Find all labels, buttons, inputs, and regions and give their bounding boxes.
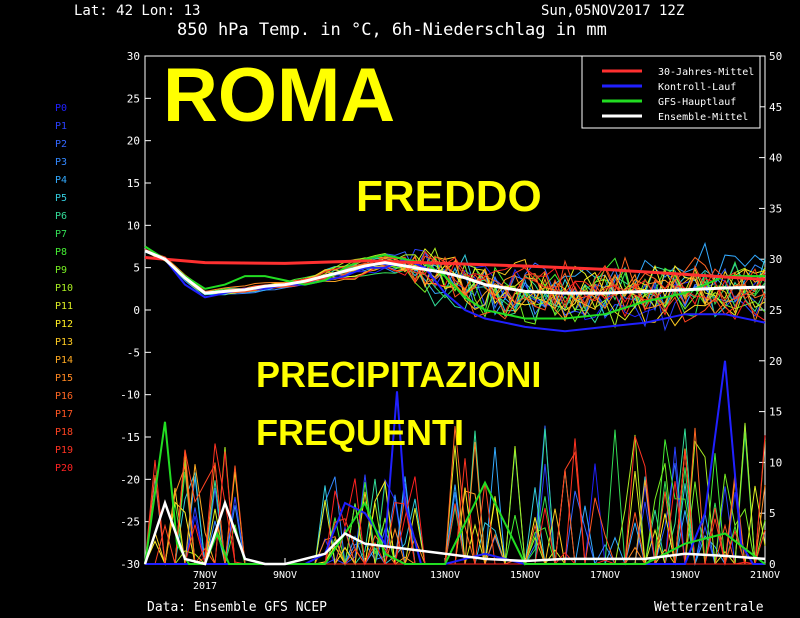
cold-overlay: FREDDO: [356, 172, 542, 221]
chart-axes: 302520151050-5-10-15-20-25-3050454035302…: [120, 50, 782, 592]
x-tick-label: 11NOV: [350, 570, 380, 581]
ensemble-mean-line: [144, 249, 766, 295]
right-tick-label: 30: [769, 253, 782, 266]
member-label: P4: [55, 175, 68, 186]
right-tick-label: 50: [769, 50, 782, 63]
legend-label: 30-Jahres-Mittel: [658, 67, 754, 78]
chart-title: 850 hPa Temp. in °C, 6h-Niederschlag in …: [177, 20, 607, 40]
member-label: P2: [55, 139, 68, 150]
right-tick-label: 40: [769, 152, 782, 165]
member-label: P7: [55, 229, 68, 240]
member-list: P0 P1 P2 P3 P4 P5 P6 P7 P8 P9 P10 P11 P12 P13 P14 P15 P1…: [55, 100, 73, 478]
ensemble-mean-precip-line: [143, 499, 766, 566]
member-label: P12: [55, 319, 74, 330]
left-tick-label: -30: [120, 558, 140, 571]
left-tick-label: 10: [127, 219, 140, 232]
brand-label: Wetterzentrale: [654, 600, 764, 615]
right-tick-label: 45: [769, 101, 782, 114]
left-tick-label: 5: [133, 262, 140, 275]
left-tick-label: -20: [120, 473, 140, 486]
highlight-series: [143, 245, 766, 566]
legend: 30-Jahres-Mittel Kontroll-Lauf GFS-Hauptla…: [581, 55, 761, 129]
precip-overlay-line1: PRECIPITAZIONI: [256, 354, 542, 395]
member-temp-line: [144, 248, 766, 323]
left-tick-label: -15: [120, 431, 140, 444]
member-label: P20: [55, 463, 74, 474]
legend-label: Kontroll-Lauf: [658, 82, 736, 93]
member-label: P13: [55, 337, 74, 348]
legend-box: [581, 55, 761, 129]
left-tick-label: -10: [120, 389, 140, 402]
control-run-line: [144, 249, 766, 333]
main-run-line: [144, 245, 765, 320]
member-label: P11: [55, 301, 74, 312]
run-label: Sun,05NOV2017 12Z: [541, 3, 685, 19]
x-tick-label: 21NOV: [750, 570, 780, 581]
control-run-precip-line: [145, 360, 765, 565]
member-label: P3: [55, 157, 68, 168]
left-tick-label: 15: [127, 177, 140, 190]
right-tick-label: 15: [769, 406, 782, 419]
left-tick-label: -5: [127, 346, 140, 359]
right-tick-label: 25: [769, 304, 782, 317]
member-label: P15: [55, 373, 74, 384]
member-label: P1: [55, 121, 68, 132]
right-tick-label: 5: [769, 507, 776, 520]
x-tick-label: 7NOV: [193, 570, 217, 581]
precip-overlay-line2: FREQUENTI: [256, 412, 465, 453]
legend-label: GFS-Hauptlauf: [658, 97, 736, 108]
member-label: P10: [55, 283, 74, 294]
x-tick-label: 2017: [193, 581, 217, 592]
member-label: P0: [55, 103, 68, 114]
x-tick-label: 17NOV: [590, 570, 620, 581]
member-label: P17: [55, 409, 74, 420]
member-label: P9: [55, 265, 68, 276]
x-tick-label: 9NOV: [273, 570, 297, 581]
climate-mean-line: [144, 256, 766, 281]
city-overlay: ROMA: [163, 53, 396, 138]
member-label: P18: [55, 427, 74, 438]
right-tick-label: 0: [769, 558, 776, 571]
right-tick-label: 20: [769, 355, 782, 368]
data-source: Data: Ensemble GFS NCEP: [147, 600, 328, 615]
x-tick-label: 19NOV: [670, 570, 700, 581]
right-tick-label: 10: [769, 456, 782, 469]
right-tick-label: 35: [769, 202, 782, 215]
member-temp-line: [144, 250, 766, 315]
left-tick-label: 25: [127, 92, 140, 105]
coords-label: Lat: 42 Lon: 13: [74, 3, 201, 19]
member-label: P5: [55, 193, 68, 204]
x-tick-label: 13NOV: [430, 570, 460, 581]
x-tick-label: 15NOV: [510, 570, 540, 581]
member-label: P19: [55, 445, 74, 456]
left-tick-label: -25: [120, 516, 140, 529]
legend-label: Ensemble-Mittel: [658, 112, 748, 123]
left-tick-label: 0: [133, 304, 140, 317]
member-label: P6: [55, 211, 68, 222]
member-label: P8: [55, 247, 68, 258]
member-label: P16: [55, 391, 74, 402]
left-tick-label: 30: [127, 50, 140, 63]
member-label: P14: [55, 355, 74, 366]
left-tick-label: 20: [127, 135, 140, 148]
